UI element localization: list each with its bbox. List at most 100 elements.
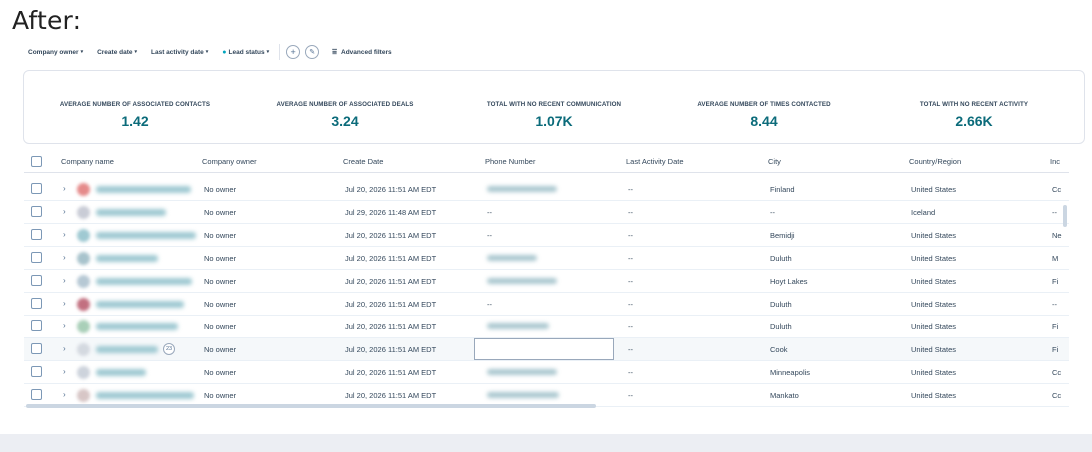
pencil-icon: ✎ [309,49,316,56]
select-all-checkbox[interactable] [31,156,42,167]
last-activity-cell: -- [628,345,633,355]
row-checkbox[interactable] [31,366,42,378]
table-row[interactable]: › No owner Jul 20, 2026 11:51 AM EDT -- Hoyt… [24,270,1069,293]
company-name-link[interactable] [96,300,184,308]
city-cell: Finland [770,185,795,194]
chevron-right-icon[interactable]: › [63,275,66,285]
stat-value: 1.42 [121,113,149,129]
phone-number-link[interactable] [487,254,537,261]
chevron-right-icon[interactable]: › [63,252,66,262]
create-date-cell: Jul 20, 2026 11:51 AM EDT [345,345,437,355]
company-owner-cell: No owner [204,276,237,286]
last-activity-cell: -- [628,322,633,332]
create-date-cell: Jul 20, 2026 11:51 AM EDT [345,276,437,286]
filter-last-activity-date[interactable]: Last activity date ▾ [151,49,208,56]
phone-number-link[interactable] [487,186,557,192]
phone-number-link[interactable] [487,323,549,330]
last-activity-cell: -- [628,276,633,286]
industry-cell: -- [1052,207,1057,217]
table-row[interactable]: › No owner Jul 20, 2026 11:51 AM EDT -- Dulu… [24,315,1069,339]
company-name-link[interactable] [96,323,178,331]
chevron-right-icon[interactable]: › [63,390,66,400]
row-checkbox[interactable] [31,389,42,401]
phone-number-link[interactable] [487,369,557,376]
create-date-cell: Jul 20, 2026 11:51 AM EDT [345,368,437,378]
table-row[interactable]: › No owner Jul 20, 2026 11:51 AM EDT -- Finl… [24,178,1069,201]
country-cell: United States [911,391,957,401]
company-name-link[interactable] [96,254,158,262]
city-cell: Duluth [770,253,792,263]
create-date-cell: Jul 20, 2026 11:51 AM EDT [345,185,437,194]
company-owner-cell: No owner [204,322,237,332]
column-header-create-date[interactable]: Create Date [343,157,384,166]
column-header-country-region[interactable]: Country/Region [909,157,962,166]
city-cell: Hoyt Lakes [770,276,808,286]
column-header-company-owner[interactable]: Company owner [202,157,257,166]
advanced-filters-button[interactable]: ⩸ Advanced filters [332,47,391,57]
column-header-last-activity-date[interactable]: Last Activity Date [626,157,684,166]
row-checkbox[interactable] [31,205,42,217]
filter-create-date[interactable]: Create date ▾ [97,49,137,56]
industry-cell: Fi [1052,276,1059,286]
row-checkbox[interactable] [31,228,42,240]
country-cell: United States [911,253,957,263]
company-name-link[interactable] [96,277,192,285]
phone-number-link[interactable] [487,392,559,399]
add-filter-button[interactable]: + [286,45,301,59]
country-cell: United States [911,345,957,355]
filter-label: Last activity date [151,48,204,56]
column-header-company-name[interactable]: Company name [61,157,114,166]
chevron-right-icon[interactable]: › [63,367,66,377]
stat-value: 1.07K [535,113,573,129]
company-logo [77,297,90,311]
bottom-strip [0,434,1092,452]
last-activity-cell: -- [628,185,633,194]
column-header-industry[interactable]: Inc [1050,157,1061,166]
company-name-link[interactable] [96,392,194,400]
company-name-link[interactable] [96,186,191,193]
chevron-right-icon[interactable]: › [63,298,66,308]
company-name-link[interactable] [96,208,166,216]
row-checkbox[interactable] [31,343,42,355]
chevron-right-icon[interactable]: › [63,344,66,354]
chevron-right-icon[interactable]: › [63,229,66,239]
row-checkbox[interactable] [31,251,42,263]
industry-cell: M [1052,253,1059,263]
create-date-cell: Jul 20, 2026 11:51 AM EDT [345,391,437,401]
company-logo [77,366,90,380]
last-activity-cell: -- [628,299,633,309]
horizontal-scrollbar[interactable] [26,404,596,408]
edit-filter-button[interactable]: ✎ [305,45,320,59]
company-name-link[interactable] [96,231,196,239]
company-logo [77,205,90,219]
row-checkbox[interactable] [31,297,42,309]
column-header-city[interactable]: City [768,157,781,166]
table-row[interactable]: › No owner Jul 29, 2026 11:48 AM EDT -- -- --… [24,201,1069,224]
table-row[interactable]: › No owner Jul 20, 2026 11:51 AM EDT -- -- Du… [24,293,1069,316]
phone-number-cell: -- [487,207,492,217]
last-activity-cell: -- [628,230,633,240]
table-row[interactable]: › No owner Jul 20, 2026 11:51 AM EDT -- -- Be… [24,224,1069,247]
company-name-link[interactable] [96,369,146,377]
filter-lead-status[interactable]: ● Lead status ▾ [222,49,269,56]
industry-cell: Fi [1052,345,1059,355]
filter-company-owner[interactable]: Company owner ▾ [28,49,83,56]
row-checkbox[interactable] [31,274,42,286]
last-activity-cell: -- [628,368,633,378]
vertical-scrollbar[interactable] [1063,205,1067,227]
industry-cell: Fi [1052,322,1059,332]
table-row[interactable]: › No owner Jul 20, 2026 11:51 AM EDT -- Minn… [24,361,1069,385]
row-checkbox[interactable] [31,183,42,194]
country-cell: United States [911,299,957,309]
row-checkbox[interactable] [31,320,42,332]
country-cell: United States [911,276,957,286]
create-date-cell: Jul 20, 2026 11:51 AM EDT [345,230,437,240]
chevron-right-icon[interactable]: › [63,184,66,193]
phone-number-link[interactable] [487,277,557,284]
company-name-link[interactable] [96,346,158,354]
table-row[interactable]: › No owner Jul 20, 2026 11:51 AM EDT -- Dulu… [24,247,1069,270]
create-date-cell: Jul 20, 2026 11:51 AM EDT [345,299,437,309]
column-header-phone-number[interactable]: Phone Number [485,157,536,166]
chevron-right-icon[interactable]: › [63,321,66,331]
chevron-right-icon[interactable]: › [63,206,66,216]
